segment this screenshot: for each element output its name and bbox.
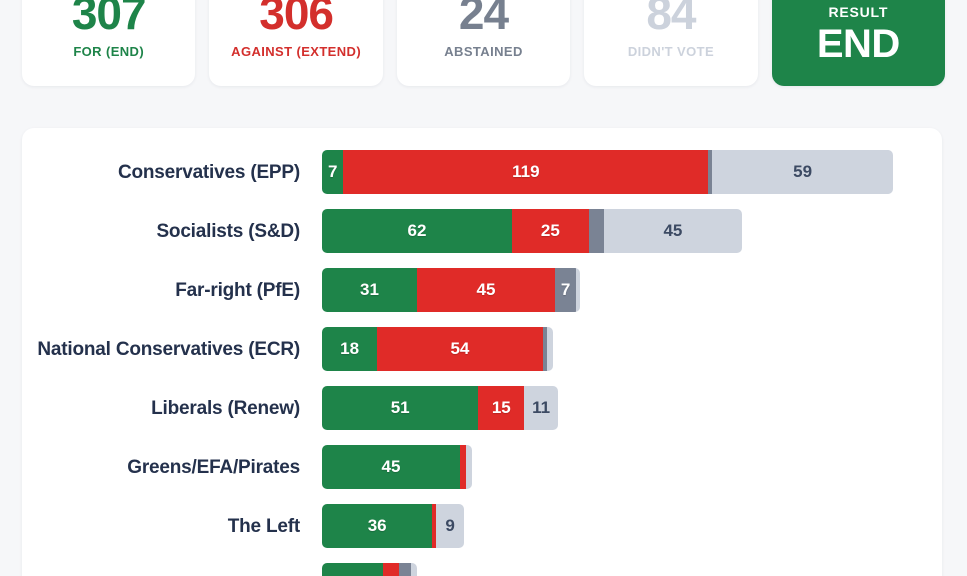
group-row: Far-right (PfE) 31 45 7 [22,268,920,312]
bar-segment-novote[interactable] [466,445,473,489]
bar-segment-against[interactable] [383,563,399,576]
bar-segment-against[interactable]: 45 [417,268,555,312]
group-row: Greens/EFA/Pirates 45 [22,445,920,489]
bar-segment-against[interactable] [459,445,467,489]
stat-card-for: 307 For (End) [22,0,196,86]
bar-segment-novote[interactable] [410,563,417,576]
bar-segment-for[interactable]: 36 [322,504,433,548]
bar-segment-abstain[interactable] [708,150,713,194]
bar-segment-for[interactable]: 62 [322,209,513,253]
group-vote-bar[interactable]: 7 119 59 [322,150,894,194]
bar-segment-novote[interactable]: 45 [603,209,742,253]
groups-breakdown-card: Conservatives (EPP) 7 119 59 Socialists (S&D… [22,128,942,576]
stat-card-abstained: 24 Abstained [396,0,571,86]
bar-segment-for[interactable]: 31 [322,268,417,312]
bar-segment-novote[interactable]: 9 [436,504,464,548]
group-row-label: Liberals (Renew) [151,397,300,419]
group-rows-list: Conservatives (EPP) 7 119 59 Socialists (S&D… [22,150,920,576]
bar-segment-novote[interactable] [546,327,553,371]
stat-label-against: Against (Extend) [231,44,362,59]
bar-segment-novote[interactable]: 11 [524,386,558,430]
bar-segment-abstain[interactable] [542,327,547,371]
bar-segment-for[interactable]: 45 [322,445,460,489]
stat-card-didnt-vote: 84 Didn't vote [584,0,758,86]
group-row-label: Far-right (PfE) [175,279,300,301]
bar-segment-abstain[interactable]: 7 [554,268,577,312]
bar-segment-novote[interactable]: 59 [712,150,894,194]
stat-value-abstained: 24 [458,0,509,39]
group-vote-bar[interactable] [322,563,417,576]
group-vote-bar[interactable]: 45 [322,445,473,489]
bar-segment-against[interactable]: 119 [343,150,709,194]
stat-label-for: For (End) [73,44,145,59]
stat-value-didnt-vote: 84 [646,0,696,39]
result-value: End [816,22,900,66]
group-row: Conservatives (EPP) 7 119 59 [22,150,920,194]
group-vote-bar[interactable]: 36 9 [322,504,464,548]
group-row-label: National Conservatives (ECR) [37,338,300,360]
stat-value-against: 306 [259,0,334,39]
bar-segment-abstain[interactable] [398,563,411,576]
stat-card-against: 306 Against (Extend) [209,0,383,86]
group-row: Socialists (S&D) 62 25 45 [22,209,920,253]
stat-card-result: Result End [771,0,946,86]
group-row-label: Conservatives (EPP) [117,161,300,183]
bar-segment-for[interactable]: 7 [322,150,344,194]
stats-strip: 307 For (End) 306 Against (Extend) 24 Ab… [0,0,967,104]
stat-value-for: 307 [71,0,147,39]
group-row: Liberals (Renew) 51 15 11 [22,386,920,430]
bar-segment-for[interactable]: 18 [322,327,378,371]
group-vote-bar[interactable]: 31 45 7 [322,268,581,312]
bar-segment-for[interactable]: 51 [322,386,479,430]
group-vote-bar[interactable]: 51 15 11 [322,386,558,430]
bar-segment-abstain[interactable] [588,209,604,253]
bar-segment-against[interactable]: 15 [478,386,525,430]
result-label: Result [828,4,889,20]
group-row-label: Greens/EFA/Pirates [127,456,300,478]
group-row [22,563,920,576]
stat-label-abstained: Abstained [444,44,523,59]
group-row: The Left 36 9 [22,504,920,548]
group-row-label: The Left [227,515,300,537]
group-row: National Conservatives (ECR) 18 54 [22,327,920,371]
bar-segment-against[interactable]: 54 [377,327,543,371]
group-row-label: Socialists (S&D) [156,220,300,242]
bar-segment-for[interactable] [322,563,384,576]
bar-segment-novote[interactable] [576,268,581,312]
stat-label-didnt-vote: Didn't vote [627,44,715,59]
bar-segment-against[interactable]: 25 [512,209,589,253]
group-vote-bar[interactable]: 62 25 45 [322,209,742,253]
group-vote-bar[interactable]: 18 54 [322,327,553,371]
bar-segment-against[interactable] [432,504,437,548]
